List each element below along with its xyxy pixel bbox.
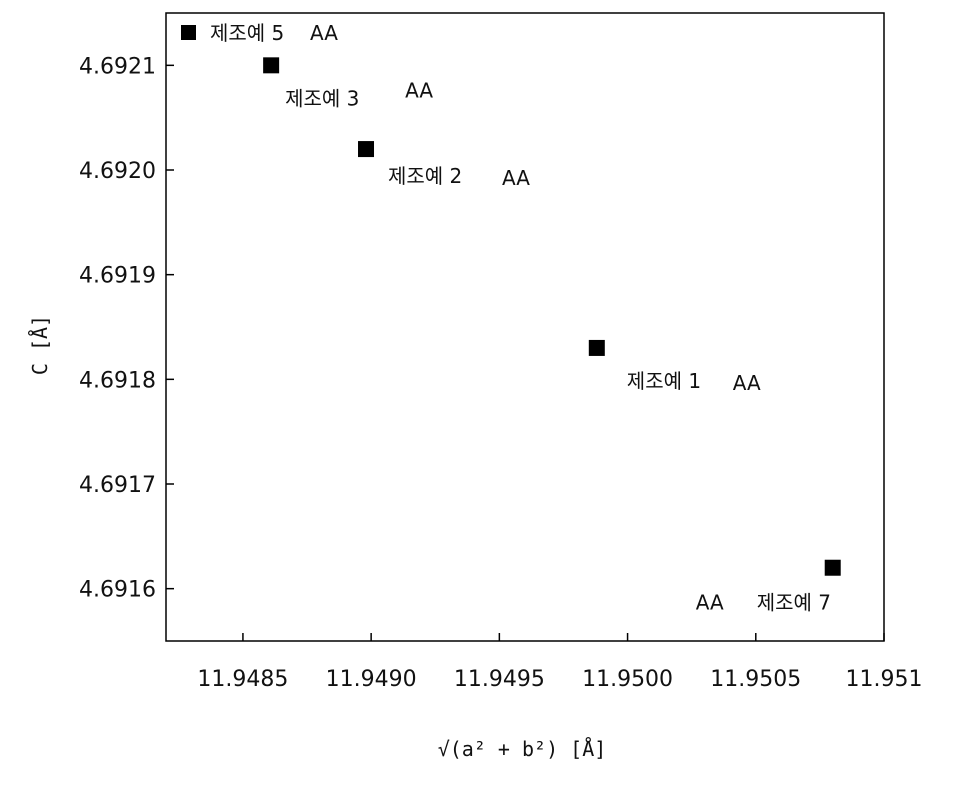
data-point-aa: AA — [502, 166, 530, 190]
x-tick-label: 11.9505 — [710, 667, 801, 692]
data-point-aa: AA — [733, 371, 761, 395]
x-tick-label: 11.9500 — [582, 667, 673, 692]
x-axis-title: √(a² + b²) [Å] — [438, 737, 607, 761]
data-point — [358, 141, 374, 157]
data-point-aa: AA — [405, 78, 433, 102]
x-tick-label: 11.9485 — [197, 667, 288, 692]
data-point-label: 제조예 2 — [388, 164, 462, 188]
x-tick-label: 11.9490 — [326, 667, 417, 692]
data-point-aa: AA — [696, 591, 724, 615]
y-tick-label: 4.6919 — [79, 264, 156, 289]
data-point-label: 제조예 3 — [285, 86, 359, 110]
legend: 제조예 5 AA — [181, 21, 338, 45]
x-tick-label: 11.951 — [846, 667, 923, 692]
legend-marker — [181, 25, 196, 40]
data-point-label: 제조예 7 — [757, 591, 831, 615]
y-tick-label: 4.6918 — [79, 368, 156, 393]
y-tick-label: 4.6920 — [79, 159, 156, 184]
y-tick-label: 4.6917 — [79, 473, 156, 498]
y-tick-label: 4.6916 — [79, 578, 156, 603]
y-axis-title: C [Å] — [28, 315, 52, 375]
x-axis: 11.9485 11.9490 11.9495 11.9500 11.9505 11.95… — [197, 633, 922, 692]
x-tick-label: 11.9495 — [454, 667, 545, 692]
legend-aa: AA — [310, 21, 338, 45]
legend-label: 제조예 5 — [210, 21, 284, 45]
data-point — [263, 57, 279, 73]
plot-frame — [166, 13, 884, 641]
data-point-label: 제조예 1 — [627, 369, 701, 393]
data-points: 제조예 3 AA 제조예 2 AA 제조예 1 AA 제조예 7 AA — [263, 57, 841, 614]
y-tick-label: 4.6921 — [79, 54, 156, 79]
data-point — [825, 560, 841, 576]
y-axis: 4.6921 4.6920 4.6919 4.6918 4.6917 4.6916 — [79, 54, 174, 602]
data-point — [589, 340, 605, 356]
